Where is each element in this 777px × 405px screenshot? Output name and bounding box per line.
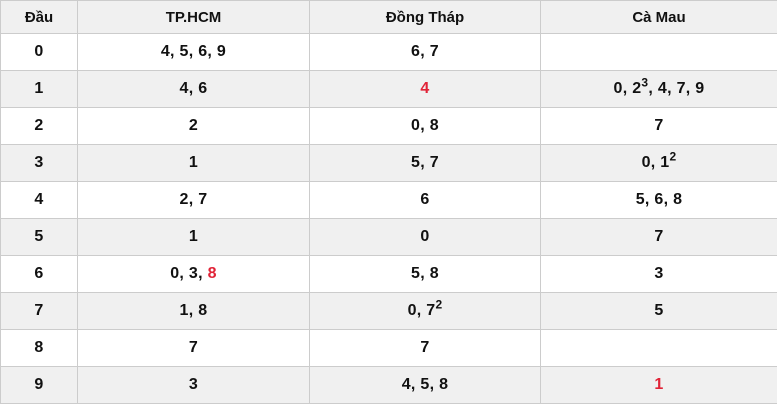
head-digit: 5 xyxy=(0,218,78,256)
cell-tphcm: 1 xyxy=(77,144,310,182)
number-text: 5, 7 xyxy=(411,154,439,171)
table-row: 1 4, 6 4 0, 23, 4, 7, 9 xyxy=(0,70,777,108)
table-row: 0 4, 5, 6, 9 6, 7 xyxy=(0,33,777,71)
cell-tphcm: 1 xyxy=(77,218,310,256)
cell-tphcm: 1, 8 xyxy=(77,292,310,330)
number-text: 0, 1 xyxy=(641,154,670,171)
head-digit: 9 xyxy=(0,366,78,404)
column-header-tphcm: TP.HCM xyxy=(77,0,310,34)
cell-dongthap: 0, 8 xyxy=(309,107,541,145)
head-digit: 6 xyxy=(0,255,78,293)
cell-camau: 5 xyxy=(540,292,777,330)
cell-tphcm: 0, 3, 8 xyxy=(77,255,310,293)
number-text: 4, 5, 8 xyxy=(401,376,449,393)
cell-tphcm: 2 xyxy=(77,107,310,145)
number-text: 2 xyxy=(188,117,199,134)
head-digit: 7 xyxy=(0,292,78,330)
number-text: 2, 7 xyxy=(179,191,208,208)
head-digit: 2 xyxy=(0,107,78,145)
number-text: 6, 7 xyxy=(411,43,439,60)
header-row: Đầu TP.HCM Đồng Tháp Cà Mau xyxy=(0,0,777,34)
cell-dongthap: 5, 8 xyxy=(309,255,541,293)
head-digit: 4 xyxy=(0,181,78,219)
table-body: 0 4, 5, 6, 9 6, 7 1 4, 6 4 0, 23, 4, 7, 9 2 2 0, … xyxy=(0,33,777,404)
cell-camau: 0, 23, 4, 7, 9 xyxy=(540,70,777,108)
cell-camau xyxy=(540,329,777,367)
cell-dongthap: 4, 5, 8 xyxy=(309,366,541,404)
head-digit: 8 xyxy=(0,329,78,367)
cell-dongthap: 0, 72 xyxy=(309,292,541,330)
table-row: 3 1 5, 7 0, 12 xyxy=(0,144,777,182)
number-text: 0 xyxy=(420,228,430,245)
number-text: 1 xyxy=(188,154,199,171)
cell-dongthap: 7 xyxy=(309,329,541,367)
number-text: 1, 8 xyxy=(179,302,208,319)
table-row: 9 3 4, 5, 8 1 xyxy=(0,366,777,404)
cell-tphcm: 7 xyxy=(77,329,310,367)
cell-dongthap: 4 xyxy=(309,70,541,108)
table-row: 8 7 7 xyxy=(0,329,777,367)
cell-camau: 7 xyxy=(540,218,777,256)
number-text: 3 xyxy=(654,265,664,282)
head-digit: 3 xyxy=(0,144,78,182)
number-text: 5 xyxy=(654,302,664,319)
cell-camau: 3 xyxy=(540,255,777,293)
table-row: 4 2, 7 6 5, 6, 8 xyxy=(0,181,777,219)
column-header-camau: Cà Mau xyxy=(540,0,777,34)
number-text: 7 xyxy=(188,339,199,356)
number-text: 0, 2 xyxy=(613,80,642,97)
cell-camau xyxy=(540,33,777,71)
number-text: , 4, 7, 9 xyxy=(648,80,705,97)
cell-camau: 7 xyxy=(540,107,777,145)
number-text: 7 xyxy=(420,339,430,356)
cell-tphcm: 4, 6 xyxy=(77,70,310,108)
cell-camau: 0, 12 xyxy=(540,144,777,182)
number-text: 5, 8 xyxy=(411,265,439,282)
table-row: 7 1, 8 0, 72 5 xyxy=(0,292,777,330)
count-superscript: 2 xyxy=(669,149,677,164)
cell-dongthap: 6 xyxy=(309,181,541,219)
number-text: 0, 8 xyxy=(411,117,439,134)
number-text: 3 xyxy=(188,376,199,393)
cell-camau: 1 xyxy=(540,366,777,404)
cell-dongthap: 5, 7 xyxy=(309,144,541,182)
number-text: 6 xyxy=(420,191,430,208)
head-digit: 1 xyxy=(0,70,78,108)
highlighted-number: 1 xyxy=(654,376,664,393)
number-text: 7 xyxy=(654,117,664,134)
number-text: 0, 3, xyxy=(170,265,208,282)
number-text: 7 xyxy=(654,228,664,245)
number-text: 1 xyxy=(188,228,199,245)
highlighted-number: 4 xyxy=(420,80,430,97)
table-row: 2 2 0, 8 7 xyxy=(0,107,777,145)
table-row: 5 1 0 7 xyxy=(0,218,777,256)
cell-tphcm: 3 xyxy=(77,366,310,404)
count-superscript: 2 xyxy=(435,297,443,312)
count-superscript: 3 xyxy=(641,75,649,90)
cell-dongthap: 6, 7 xyxy=(309,33,541,71)
highlighted-number: 8 xyxy=(207,265,217,282)
cell-dongthap: 0 xyxy=(309,218,541,256)
number-text: 4, 5, 6, 9 xyxy=(160,43,227,60)
cell-tphcm: 2, 7 xyxy=(77,181,310,219)
cell-camau: 5, 6, 8 xyxy=(540,181,777,219)
number-text: 0, 7 xyxy=(407,302,436,319)
cell-tphcm: 4, 5, 6, 9 xyxy=(77,33,310,71)
number-text: 5, 6, 8 xyxy=(635,191,683,208)
column-header-dau: Đầu xyxy=(0,0,78,34)
number-text: 4, 6 xyxy=(179,80,208,97)
head-digit: 0 xyxy=(0,33,78,71)
column-header-dongthap: Đồng Tháp xyxy=(309,0,541,34)
